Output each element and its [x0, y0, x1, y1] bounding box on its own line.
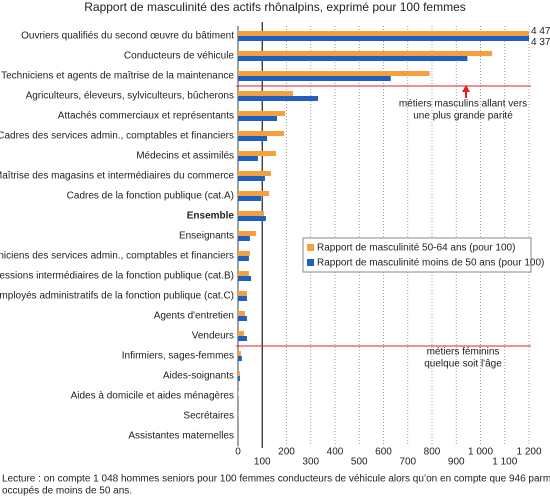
legend-label: Rapport de masculinité 50-64 ans (pour 1…	[317, 243, 515, 254]
annotation: une plus grande parité	[413, 111, 513, 122]
bar	[238, 51, 493, 56]
category-label: Enseignants	[179, 231, 234, 242]
value-label: 4 479	[531, 26, 550, 37]
bar	[238, 211, 264, 216]
bar	[238, 331, 245, 336]
bar	[238, 111, 286, 116]
legend-swatch	[307, 259, 314, 266]
bar	[238, 356, 242, 361]
x-tick-label: 300	[302, 457, 319, 468]
x-tick-label: 1 100	[492, 457, 517, 468]
category-label: Attachés commerciaux et représentants	[58, 111, 234, 122]
category-label: Aides à domicile et aides ménagères	[71, 391, 234, 402]
category-label: Cadres de la fonction publique (cat.A)	[67, 191, 234, 202]
x-tick-label: 100	[254, 457, 271, 468]
annotation-arrowhead	[462, 85, 470, 92]
bar	[238, 71, 430, 76]
bar	[238, 96, 319, 101]
category-label: Conducteurs de véhicule	[124, 51, 235, 62]
category-label: Infirmiers, sages-femmes	[122, 351, 234, 362]
bar	[238, 196, 262, 201]
legend-swatch	[307, 244, 314, 251]
bar	[238, 296, 247, 301]
legend-label: Rapport de masculinité moins de 50 ans (…	[317, 258, 544, 269]
bar	[238, 76, 391, 81]
category-label: Agents d'entretien	[154, 311, 234, 322]
bar	[238, 291, 247, 296]
bar	[238, 351, 241, 356]
category-label: Vendeurs	[192, 331, 234, 342]
footnote: occupés de moins de 50 ans.	[2, 486, 132, 497]
category-label: Médecins et assimilés	[136, 151, 234, 162]
annotation: métiers masculins allant vers	[399, 99, 527, 110]
x-tick-label: 1 000	[468, 447, 493, 458]
bar	[238, 131, 285, 136]
category-label: Employés administratifs de la fonction p…	[0, 291, 234, 302]
bar	[238, 191, 270, 196]
category-label: Assistantes maternelles	[128, 431, 234, 442]
bar	[238, 36, 529, 41]
bar	[238, 236, 250, 241]
x-tick-label: 900	[448, 457, 465, 468]
bar	[238, 171, 271, 176]
bar	[238, 151, 277, 156]
category-label: Maîtrise des magasins et intermédiaires …	[0, 171, 234, 182]
annotation: métiers féminins	[427, 347, 500, 358]
bar	[238, 136, 268, 141]
category-label: Professions intermédiaires de la fonctio…	[0, 271, 234, 282]
bar	[238, 216, 266, 221]
legend-box	[302, 237, 532, 273]
chart-title: Rapport de masculinité des actifs rhônal…	[84, 0, 466, 14]
category-label: Ouvriers qualifiés du second œuvre du bâ…	[21, 31, 234, 42]
category-label: Secrétaires	[183, 411, 234, 422]
bar	[238, 371, 240, 376]
x-tick-label: 400	[327, 447, 344, 458]
category-label: Ensemble	[187, 211, 235, 222]
category-label: Techniciens et agents de maîtrise de la …	[1, 71, 234, 82]
category-label: Aides-soignants	[163, 371, 234, 382]
bar	[238, 156, 258, 161]
bar	[238, 316, 247, 321]
bar	[238, 116, 278, 121]
category-label: Cadres des services admin., comptables e…	[0, 131, 234, 142]
x-tick-label: 1 200	[516, 447, 541, 458]
category-label: Agriculteurs, éleveurs, sylviculteurs, b…	[26, 91, 234, 102]
bar	[238, 231, 256, 236]
value-label: 4 372	[531, 37, 550, 48]
bar	[238, 276, 252, 281]
bar	[238, 176, 265, 181]
x-tick-label: 500	[351, 457, 368, 468]
bar	[238, 271, 249, 276]
bar	[238, 336, 247, 341]
x-tick-label: 0	[235, 447, 241, 458]
bar	[238, 256, 249, 261]
bar	[238, 376, 240, 381]
x-tick-label: 700	[399, 457, 416, 468]
bar	[238, 311, 246, 316]
x-tick-label: 600	[375, 447, 392, 458]
annotation: quelque soit l'âge	[424, 359, 502, 370]
bar	[238, 31, 529, 36]
x-tick-label: 200	[278, 447, 295, 458]
footnote: Lecture : on compte 1 048 hommes seniors…	[2, 474, 550, 485]
category-label: Techniciens des services admin., comptab…	[0, 251, 234, 262]
x-tick-label: 800	[424, 447, 441, 458]
bar	[238, 56, 468, 61]
bar	[238, 91, 294, 96]
bar	[238, 251, 250, 256]
